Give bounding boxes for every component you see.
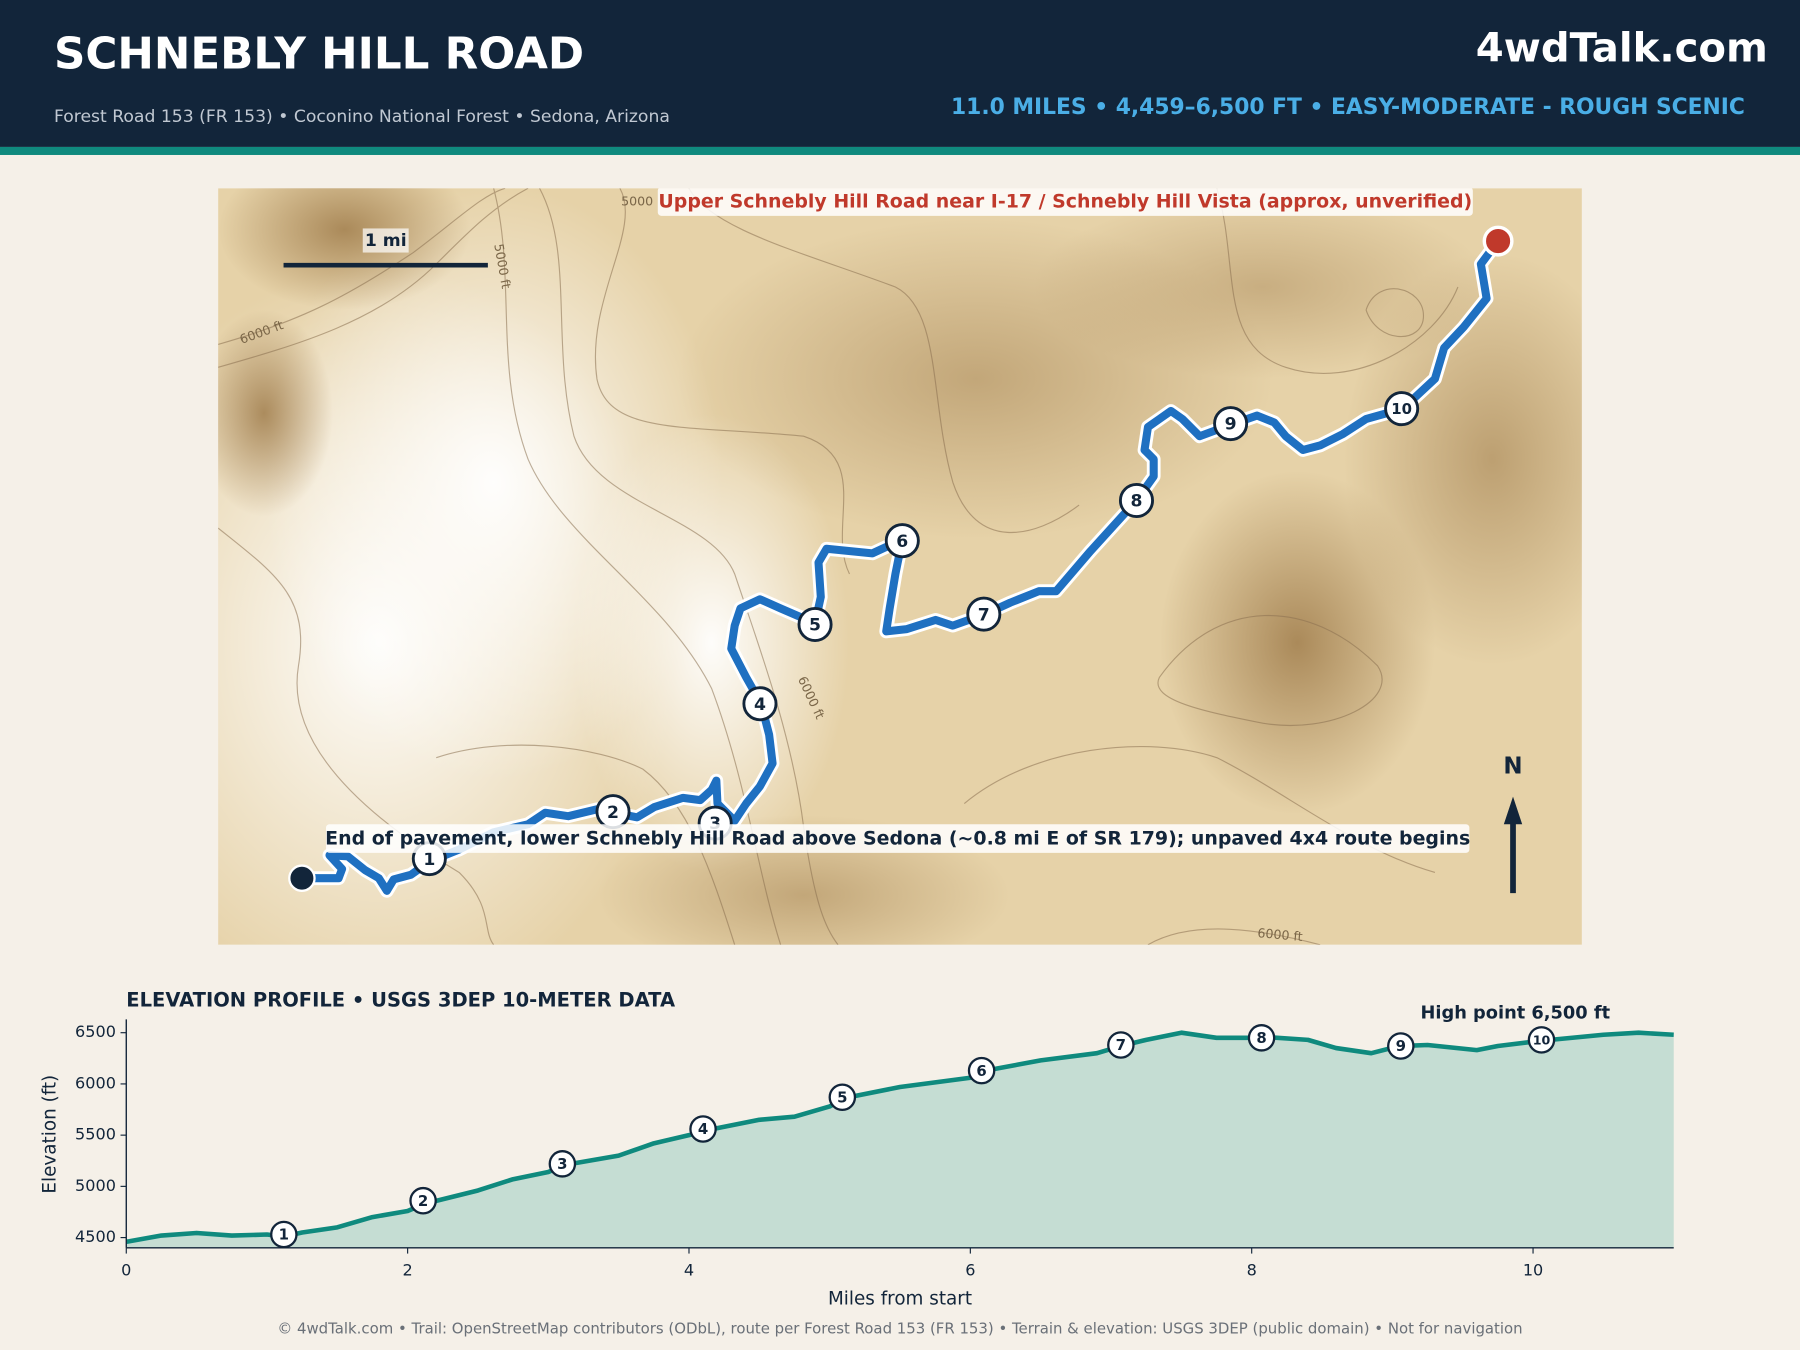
elevation-area [126, 1032, 1674, 1248]
start-label: End of pavement, lower Schnebly Hill Roa… [325, 828, 1470, 850]
contours [218, 188, 1459, 945]
x-axis-label: Miles from start [828, 1288, 972, 1309]
end-label: Upper Schnebly Hill Road near I-17 / Sch… [658, 191, 1472, 213]
start-marker [288, 864, 316, 892]
waypoint-label: 9 [1396, 1037, 1406, 1055]
waypoint-label: 5 [837, 1088, 847, 1106]
y-axis-label: Elevation (ft) [40, 1075, 61, 1194]
chart-title: ELEVATION PROFILE • USGS 3DEP 10-METER D… [126, 989, 675, 1012]
waypoint-label: 6 [976, 1062, 986, 1080]
x-tick-label: 10 [1523, 1260, 1543, 1279]
waypoint-label: 7 [978, 605, 990, 625]
waypoint-label: 10 [1391, 400, 1412, 418]
waypoint-marker [966, 596, 1002, 632]
terrain [1033, 195, 1493, 379]
brand: 4wdTalk.com [1476, 26, 1768, 72]
header-stripe [0, 146, 1800, 155]
terrain [573, 413, 850, 873]
contour-label: 6000 ft [1257, 925, 1303, 944]
annotation: High point 6,500 ft [1420, 1003, 1610, 1024]
x-tick-label: 6 [965, 1260, 975, 1279]
x-tick-label: 2 [403, 1260, 413, 1279]
waypoint-marker [689, 1115, 717, 1143]
label-box [657, 188, 1473, 216]
waypoint-marker [884, 523, 920, 559]
terrain [218, 309, 333, 517]
waypoint-marker [797, 606, 833, 642]
waypoint-label: 2 [418, 1192, 428, 1210]
waypoint-marker [1387, 1032, 1415, 1060]
waypoint-marker [1384, 391, 1420, 427]
y-tick-label: 5500 [75, 1125, 116, 1144]
y-tick-label: 6000 [75, 1073, 116, 1092]
waypoint-label: 4 [698, 1120, 708, 1138]
waypoint-label: 9 [1225, 415, 1237, 435]
waypoint-label: 10 [1533, 1033, 1551, 1048]
contour-label: 5000 [621, 194, 653, 209]
waypoint-marker [548, 1150, 577, 1178]
y-tick-label: 4500 [75, 1227, 116, 1246]
terrain [218, 188, 471, 310]
page-subtitle: Forest Road 153 (FR 153) • Coconino Nati… [54, 107, 670, 127]
waypoint-label: 8 [1130, 492, 1142, 512]
scale-label: 1 mi [365, 231, 407, 251]
y-tick-label: 5000 [75, 1176, 116, 1195]
x-tick-label: 0 [121, 1260, 131, 1279]
waypoint-label: 4 [754, 695, 766, 715]
waypoint-label: 3 [557, 1155, 567, 1173]
waypoint-marker [1527, 1026, 1556, 1054]
waypoint-label: 8 [1256, 1029, 1266, 1047]
waypoint-marker [742, 686, 778, 722]
y-tick-label: 6500 [75, 1022, 116, 1041]
waypoint-label: 7 [1116, 1036, 1126, 1054]
waypoint-label: 1 [279, 1226, 289, 1244]
waypoint-label: 6 [896, 532, 908, 552]
waypoint-marker [967, 1056, 996, 1085]
trail-stats: 11.0 MILES • 4,459–6,500 FT • EASY-MODER… [951, 95, 1745, 120]
waypoint-marker [1107, 1031, 1135, 1059]
waypoint-label: 2 [607, 803, 619, 823]
waypoint-marker [828, 1083, 857, 1112]
x-tick-label: 8 [1247, 1260, 1257, 1279]
footer: © 4wdTalk.com • Trail: OpenStreetMap con… [277, 1319, 1522, 1337]
waypoint-marker [1213, 406, 1249, 442]
north-label: N [1503, 753, 1522, 779]
waypoint-label: 5 [809, 616, 821, 636]
header-bar [0, 0, 1800, 147]
waypoint-marker [409, 1186, 437, 1215]
label-box [326, 824, 1470, 853]
waypoint-label: 1 [423, 850, 435, 870]
x-tick-label: 4 [684, 1260, 694, 1279]
label-box [362, 228, 409, 253]
map: 6000 ft 5000 ft 6000 ft 6000 ft 5000 123… [218, 188, 1582, 945]
page-title: SCHNEBLY HILL ROAD [54, 29, 584, 79]
waypoint-marker [1118, 483, 1154, 519]
waypoint-marker [1247, 1024, 1276, 1052]
end-marker [1482, 225, 1514, 257]
north-arrow [1503, 796, 1523, 825]
waypoint-marker [270, 1220, 298, 1249]
